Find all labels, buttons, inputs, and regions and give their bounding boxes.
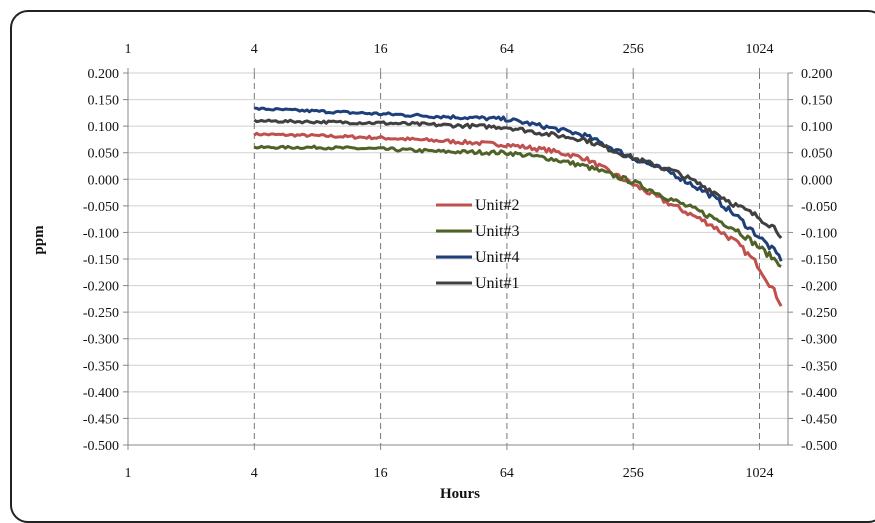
y-tick-label-right: -0.400 — [801, 386, 837, 401]
x-tick-label-top: 256 — [623, 42, 644, 57]
legend-label: Unit#1 — [475, 275, 519, 292]
y-tick-label-left: -0.350 — [83, 359, 119, 374]
y-tick-label-right: 0.100 — [801, 120, 833, 135]
x-tick-label-top: 1 — [125, 42, 132, 57]
y-tick-label-left: -0.100 — [83, 226, 119, 241]
y-tick-label-right: -0.350 — [801, 359, 837, 374]
y-tick-label-right: -0.500 — [801, 439, 837, 454]
x-tick-label-top: 64 — [500, 42, 514, 57]
legend-label: Unit#4 — [475, 249, 519, 266]
legend-label: Unit#3 — [475, 223, 519, 240]
y-tick-label-right: -0.200 — [801, 280, 837, 295]
x-tick-label-bottom: 64 — [500, 466, 514, 481]
x-tick-label-top: 4 — [251, 42, 258, 57]
series-line-unit4 — [254, 106, 783, 262]
x-tick-label-top: 1024 — [746, 42, 774, 57]
x-axis-title: Hours — [440, 486, 480, 502]
y-tick-label-left: -0.300 — [83, 333, 119, 348]
chart-frame — [10, 10, 875, 523]
y-tick-label-left: 0.100 — [88, 120, 120, 135]
y-tick-label-right: -0.050 — [801, 200, 837, 215]
y-tick-label-left: -0.450 — [83, 412, 119, 427]
legend-label: Unit#2 — [475, 197, 519, 214]
x-tick-label-bottom: 4 — [251, 466, 258, 481]
y-tick-label-left: -0.050 — [83, 200, 119, 215]
y-tick-label-left: -0.400 — [83, 386, 119, 401]
y-tick-label-left: -0.250 — [83, 306, 119, 321]
x-tick-label-bottom: 256 — [623, 466, 644, 481]
x-tick-label-bottom: 16 — [374, 466, 388, 481]
y-tick-label-right: 0.200 — [801, 67, 833, 82]
y-tick-label-left: 0.200 — [88, 67, 120, 82]
y-tick-label-right: 0.150 — [801, 94, 833, 109]
y-axis-title: ppm — [31, 225, 47, 255]
y-tick-label-right: -0.150 — [801, 253, 837, 268]
y-tick-label-left: 0.150 — [88, 94, 120, 109]
y-tick-label-right: -0.100 — [801, 226, 837, 241]
y-tick-label-right: 0.000 — [801, 173, 833, 188]
y-tick-label-left: -0.200 — [83, 280, 119, 295]
x-tick-label-top: 16 — [374, 42, 388, 57]
series-line-unit3 — [253, 144, 782, 268]
line-chart: 0.200 0.200 0.150 0.150 0.100 0.100 0.050 0.050… — [31, 42, 837, 502]
x-tick-label-bottom: 1 — [125, 466, 132, 481]
y-tick-label-left: -0.500 — [83, 439, 119, 454]
y-tick-label-left: 0.050 — [88, 147, 120, 162]
y-tick-label-right: 0.050 — [801, 147, 833, 162]
y-tick-label-right: -0.300 — [801, 333, 837, 348]
series-line-unit2 — [253, 131, 783, 307]
y-tick-label-left: -0.150 — [83, 253, 119, 268]
series-line-unit1 — [253, 118, 783, 240]
y-tick-label-right: -0.450 — [801, 412, 837, 427]
y-tick-label-right: -0.250 — [801, 306, 837, 321]
x-tick-label-bottom: 1024 — [746, 466, 774, 481]
y-tick-label-left: 0.000 — [88, 173, 120, 188]
